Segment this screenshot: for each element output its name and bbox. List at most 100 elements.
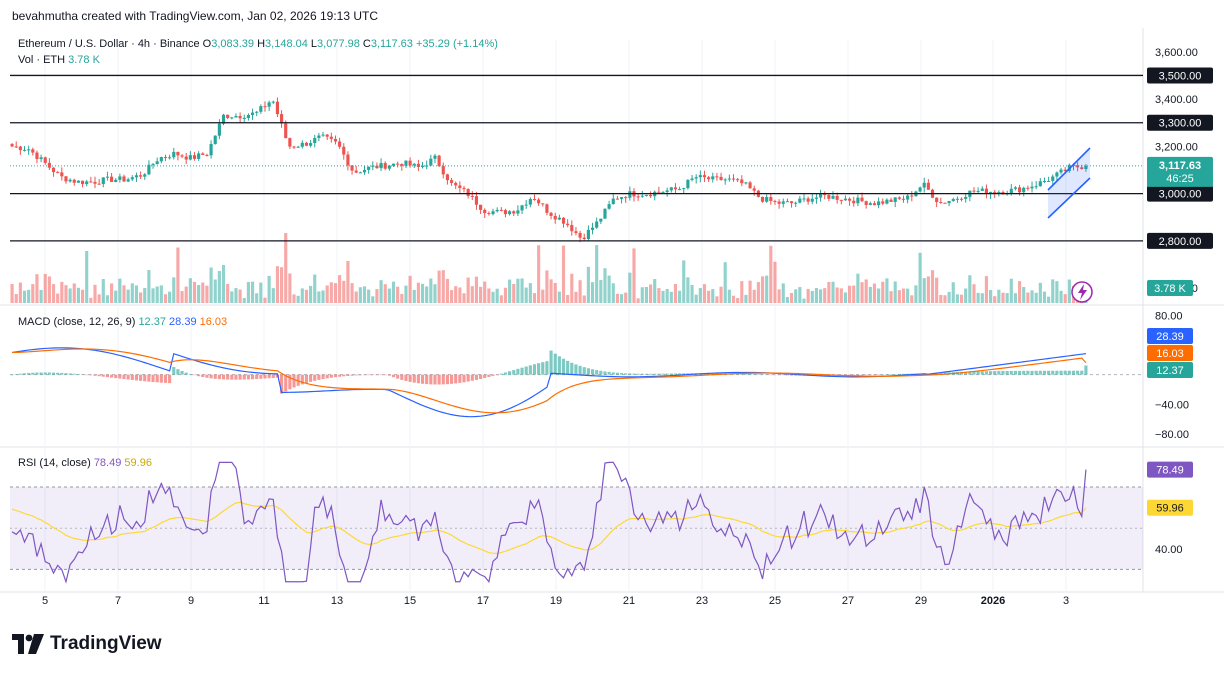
candle-body	[843, 198, 848, 201]
macd-histogram-bar	[454, 374, 458, 384]
volume-bar	[1042, 291, 1047, 303]
tradingview-wordmark: TradingView	[50, 633, 162, 654]
volume-bar	[304, 289, 309, 303]
macd-histogram-bar	[479, 374, 483, 379]
macd-histogram-bar	[304, 374, 309, 384]
volume-bar	[781, 283, 785, 303]
macd-value-badge-label: 16.03	[1156, 348, 1184, 360]
volume-bar	[599, 280, 603, 303]
candle-body	[217, 123, 221, 136]
volume-bar	[466, 277, 470, 303]
tradingview-logo[interactable]: TradingView	[12, 632, 162, 656]
candle-body	[595, 221, 599, 228]
volume-bar	[105, 295, 110, 303]
macd-histogram-bar	[22, 373, 27, 375]
candle-body	[727, 178, 731, 180]
volume-bar	[412, 289, 416, 303]
macd-histogram-bar	[292, 374, 296, 388]
macd-histogram-bar	[51, 372, 56, 375]
candle-body	[881, 201, 885, 204]
macd-histogram-bar	[296, 374, 300, 386]
macd-histogram-bar	[350, 374, 354, 376]
macd-histogram-bar	[255, 374, 259, 380]
volume-bar	[420, 283, 425, 303]
volume-bar	[794, 289, 798, 303]
time-tick-label: 29	[915, 595, 927, 607]
macd-histogram-bar	[180, 371, 184, 375]
candle-body	[275, 101, 279, 115]
volume-bar	[1009, 278, 1013, 303]
candlestick-series	[10, 97, 1088, 243]
candle-body	[1076, 165, 1080, 168]
macd-histogram-bar	[752, 374, 756, 375]
candle-body	[785, 201, 789, 203]
volume-bar	[661, 290, 665, 303]
volume-bar	[810, 290, 814, 303]
candle-body	[993, 191, 997, 194]
volume-bar	[479, 286, 483, 303]
macd-histogram-bar	[661, 373, 665, 375]
macd-histogram-bar	[682, 373, 686, 375]
macd-histogram-bar	[97, 374, 101, 377]
volume-bar	[114, 290, 118, 303]
candle-body	[702, 175, 707, 178]
macd-histogram-bar	[1034, 370, 1038, 375]
last-price-label: 3,117.63	[1159, 160, 1201, 172]
volume-bar	[379, 280, 383, 303]
candle-body	[246, 114, 250, 118]
candle-body	[201, 153, 205, 155]
macd-histogram-bar	[769, 374, 773, 376]
candle-body	[512, 211, 516, 214]
volume-bar	[14, 294, 18, 303]
volume-bar	[711, 289, 715, 303]
volume-bar	[147, 270, 151, 303]
macd-histogram-bar	[188, 373, 192, 375]
macd-histogram-bar	[1026, 370, 1030, 375]
macd-histogram-bar	[238, 374, 242, 380]
macd-histogram-bar	[246, 374, 250, 380]
candle-body	[134, 175, 139, 178]
time-tick-label: 5	[42, 595, 48, 607]
candle-body	[350, 165, 354, 171]
candle-body	[644, 194, 649, 196]
macd-tick-label: −80.00	[1155, 429, 1189, 441]
volume-bar	[611, 283, 615, 303]
volume-bar	[549, 279, 553, 303]
macd-histogram-bar	[997, 371, 1001, 375]
macd-histogram-bar	[980, 371, 984, 375]
volume-bar	[396, 286, 400, 303]
volume-bar	[47, 276, 51, 303]
candle-body	[769, 197, 773, 201]
volume-bar	[545, 270, 549, 303]
macd-histogram	[10, 350, 1088, 394]
candle-body	[462, 188, 466, 190]
candle-body	[495, 209, 499, 212]
candle-body	[649, 194, 653, 197]
macd-histogram-bar	[221, 374, 226, 380]
candle-body	[520, 205, 524, 211]
macd-histogram-bar	[105, 374, 110, 378]
candle-body	[379, 163, 383, 169]
macd-histogram-bar	[114, 374, 118, 379]
candle-body	[483, 209, 487, 214]
rsi-ma-value-badge	[1147, 499, 1193, 516]
volume-bar	[951, 282, 955, 303]
volume-bar	[39, 290, 43, 303]
macd-histogram-bar	[474, 374, 479, 380]
macd-histogram-bar	[777, 374, 781, 376]
candle-body	[1013, 187, 1018, 189]
candle-body	[114, 179, 118, 182]
candle-body	[499, 209, 503, 211]
macd-tick-label: −40.00	[1155, 399, 1189, 411]
candle-body	[325, 134, 329, 137]
volume-bar	[1018, 281, 1022, 303]
volume-bar	[897, 290, 901, 303]
candle-body	[425, 165, 429, 167]
candle-body	[176, 151, 180, 156]
volume-bar	[910, 295, 914, 303]
macd-histogram-bar	[39, 372, 43, 375]
volume-bar	[329, 282, 333, 303]
rsi-tick-label: 40.00	[1155, 544, 1183, 556]
macd-histogram-bar	[217, 374, 221, 380]
